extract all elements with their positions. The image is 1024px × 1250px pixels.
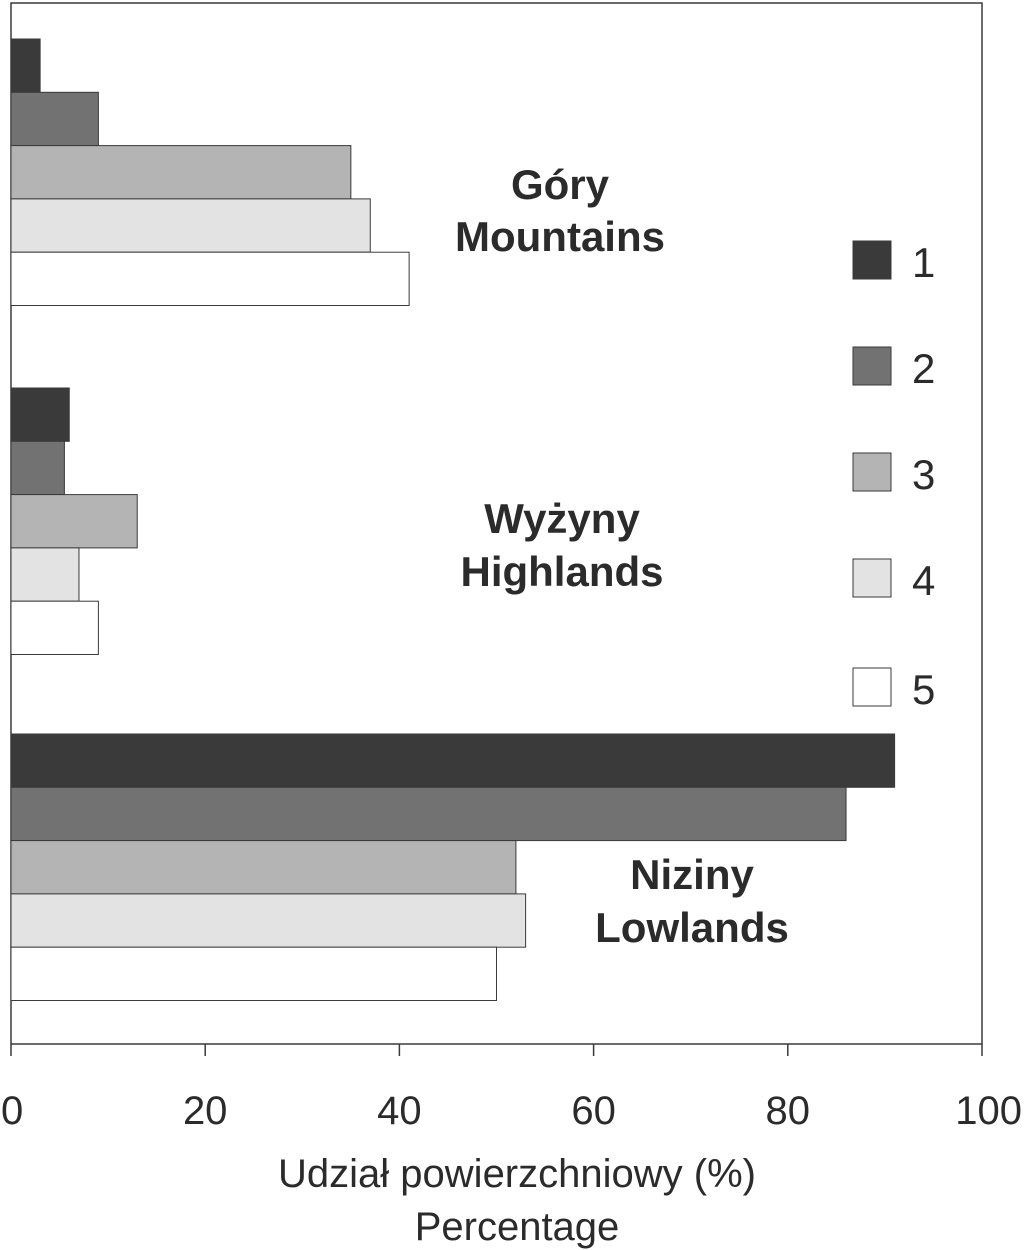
group-labels-layer: Góry Mountains Wyżyny Highlands Niziny Lowlan… <box>455 161 789 951</box>
bar-series-4-group-3 <box>10 893 527 948</box>
bar-series-4-group-1 <box>10 198 371 253</box>
x-tick-label: 0 <box>1 1089 23 1133</box>
bar-series-5-group-3 <box>10 946 497 1002</box>
legend-swatch-1 <box>852 240 892 280</box>
bar-series-1-group-3 <box>10 733 896 788</box>
bar-series-5-group-1 <box>10 251 410 306</box>
legend-swatch-3 <box>852 452 892 492</box>
x-tick-label: 20 <box>183 1089 228 1133</box>
x-tick-label: 60 <box>571 1089 616 1133</box>
x-tick-label: 40 <box>377 1089 422 1133</box>
x-tick-label: 100 <box>955 1089 1022 1133</box>
bar-series-2-group-3 <box>10 786 847 842</box>
bar-series-2-group-2 <box>10 440 65 496</box>
group-label-1-line2: Mountains <box>455 213 665 260</box>
legend-label-1: 1 <box>912 239 935 286</box>
bar-series-2-group-1 <box>10 91 99 147</box>
legend-label-2: 2 <box>912 345 935 392</box>
bar-series-4-group-2 <box>10 547 80 602</box>
legend-label-5: 5 <box>912 666 935 713</box>
x-axis: 0 20 40 60 80 100 <box>1 1044 1022 1133</box>
group-label-1-line1: Góry <box>511 161 610 208</box>
bar-series-1-group-1 <box>10 38 41 93</box>
group-label-2-line2: Highlands <box>460 548 663 595</box>
group-label-3-line1: Niziny <box>630 851 754 898</box>
x-axis-title-line2: Percentage <box>415 1205 620 1249</box>
bar-series-1-group-2 <box>10 387 70 442</box>
bar-series-5-group-2 <box>10 600 99 656</box>
x-axis-title-line1: Udział powierzchniowy (%) <box>278 1152 756 1196</box>
legend-swatch-4 <box>852 558 892 598</box>
group-label-2-line1: Wyżyny <box>484 495 640 542</box>
bar-series-3-group-3 <box>10 840 517 895</box>
bar-series-3-group-2 <box>10 494 138 549</box>
legend-swatch-2 <box>852 346 892 386</box>
bars-layer <box>10 38 896 1002</box>
legend: 1 2 3 4 5 <box>852 239 935 713</box>
legend-swatch-5 <box>852 667 892 707</box>
legend-label-3: 3 <box>912 451 935 498</box>
legend-label-4: 4 <box>912 557 935 604</box>
bar-series-3-group-1 <box>10 145 352 200</box>
x-tick-label: 80 <box>766 1089 811 1133</box>
group-label-3-line2: Lowlands <box>595 904 789 951</box>
